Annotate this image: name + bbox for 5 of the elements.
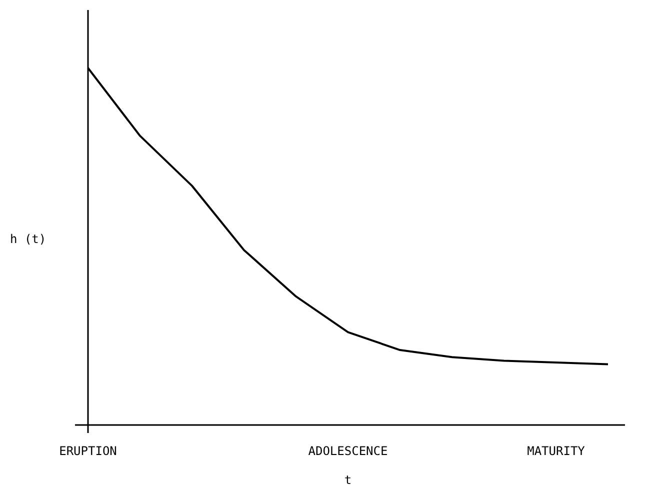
y-axis-title: h (t) <box>10 232 46 246</box>
x-axis-title: t <box>344 473 352 487</box>
x-tick-label: MATURITY <box>527 444 586 458</box>
x-tick-label: ERUPTION <box>59 444 117 458</box>
x-tick-label: ADOLESCENCE <box>308 444 388 458</box>
